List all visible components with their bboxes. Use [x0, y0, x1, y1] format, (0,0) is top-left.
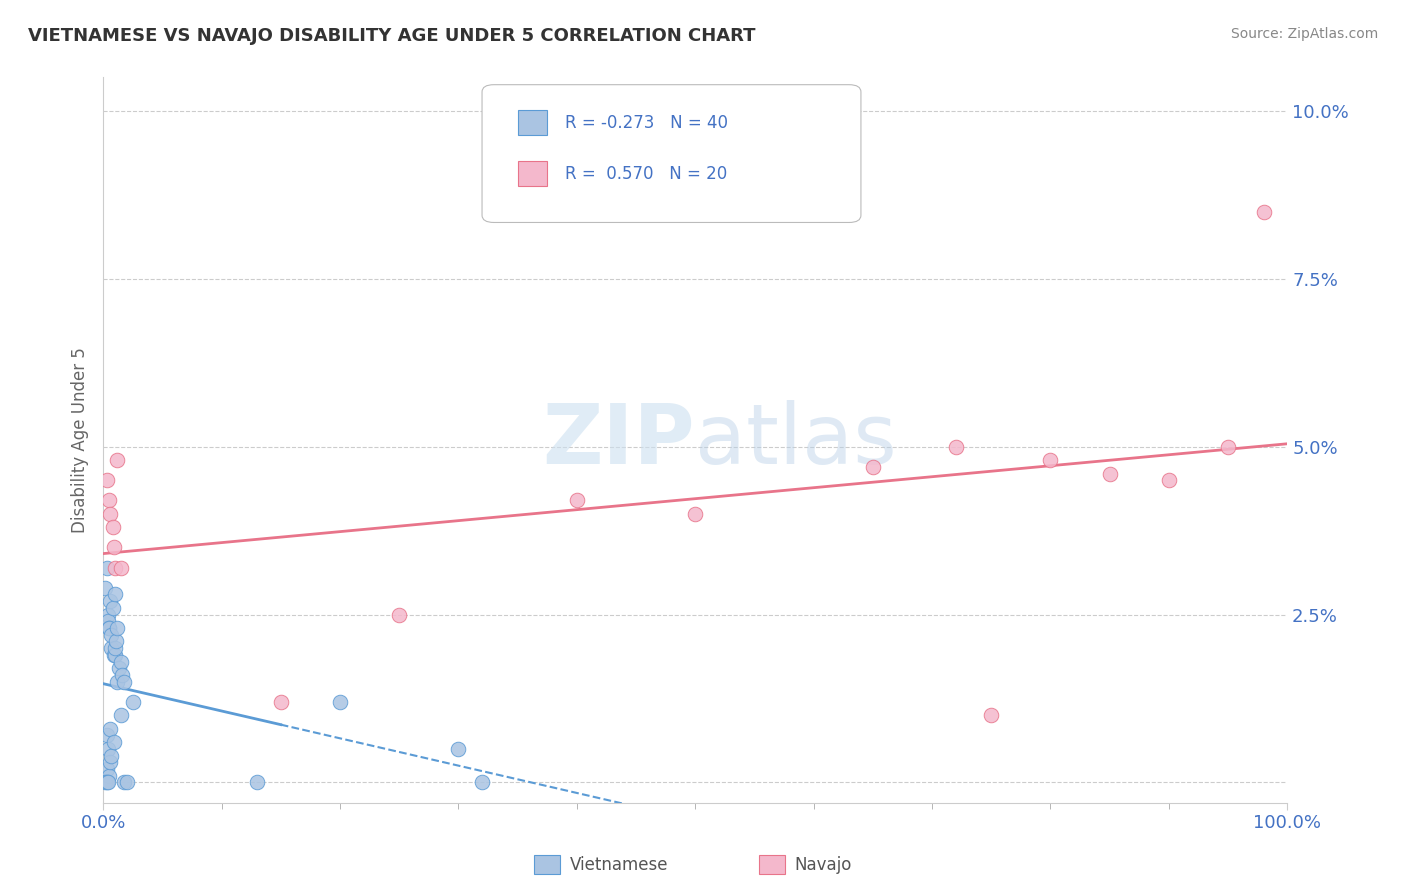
Point — [100, 641, 122, 656]
Point — [103, 648, 125, 662]
Text: Vietnamese: Vietnamese — [569, 856, 668, 874]
Point — [94, 581, 117, 595]
Point — [96, 775, 118, 789]
Point — [104, 587, 127, 601]
Point — [96, 762, 118, 776]
Point — [114, 775, 136, 789]
Point — [97, 607, 120, 622]
Point — [98, 594, 121, 608]
Point — [104, 641, 127, 656]
Point — [565, 493, 588, 508]
Point — [103, 735, 125, 749]
Point — [945, 440, 967, 454]
FancyBboxPatch shape — [482, 85, 860, 222]
Point — [121, 695, 143, 709]
Point — [115, 775, 138, 789]
Point — [111, 668, 134, 682]
Text: atlas: atlas — [695, 400, 897, 481]
Point — [98, 493, 121, 508]
Text: R =  0.570   N = 20: R = 0.570 N = 20 — [565, 164, 727, 183]
Point — [97, 615, 120, 629]
Point — [683, 507, 706, 521]
Point — [98, 507, 121, 521]
Point — [98, 722, 121, 736]
Point — [1253, 204, 1275, 219]
Point — [104, 648, 127, 662]
Text: R = -0.273   N = 40: R = -0.273 N = 40 — [565, 114, 728, 132]
Point — [1098, 467, 1121, 481]
Point — [329, 695, 352, 709]
Point — [105, 621, 128, 635]
Point — [98, 756, 121, 770]
Point — [100, 748, 122, 763]
Point — [98, 621, 121, 635]
Point — [97, 742, 120, 756]
Text: VIETNAMESE VS NAVAJO DISABILITY AGE UNDER 5 CORRELATION CHART: VIETNAMESE VS NAVAJO DISABILITY AGE UNDE… — [28, 27, 755, 45]
Text: Navajo: Navajo — [794, 856, 852, 874]
Point — [103, 541, 125, 555]
Text: Source: ZipAtlas.com: Source: ZipAtlas.com — [1230, 27, 1378, 41]
Point — [110, 708, 132, 723]
Point — [94, 775, 117, 789]
Text: ZIP: ZIP — [543, 400, 695, 481]
Point — [980, 708, 1002, 723]
Point — [100, 628, 122, 642]
Point — [114, 674, 136, 689]
Point — [1216, 440, 1239, 454]
Point — [862, 459, 884, 474]
Point — [1157, 473, 1180, 487]
Point — [101, 520, 124, 534]
Point — [96, 473, 118, 487]
Point — [105, 453, 128, 467]
Point — [471, 775, 494, 789]
FancyBboxPatch shape — [517, 161, 547, 186]
Point — [447, 742, 470, 756]
Point — [98, 621, 121, 635]
Point — [246, 775, 269, 789]
Point — [105, 634, 128, 648]
Point — [101, 600, 124, 615]
Point — [98, 769, 121, 783]
Point — [96, 728, 118, 742]
Point — [270, 695, 292, 709]
Point — [104, 560, 127, 574]
Point — [110, 560, 132, 574]
Point — [110, 655, 132, 669]
FancyBboxPatch shape — [517, 110, 547, 136]
Point — [96, 560, 118, 574]
Point — [388, 607, 411, 622]
Y-axis label: Disability Age Under 5: Disability Age Under 5 — [72, 347, 89, 533]
Point — [107, 661, 129, 675]
Point — [1039, 453, 1062, 467]
Point — [97, 775, 120, 789]
Point — [105, 674, 128, 689]
